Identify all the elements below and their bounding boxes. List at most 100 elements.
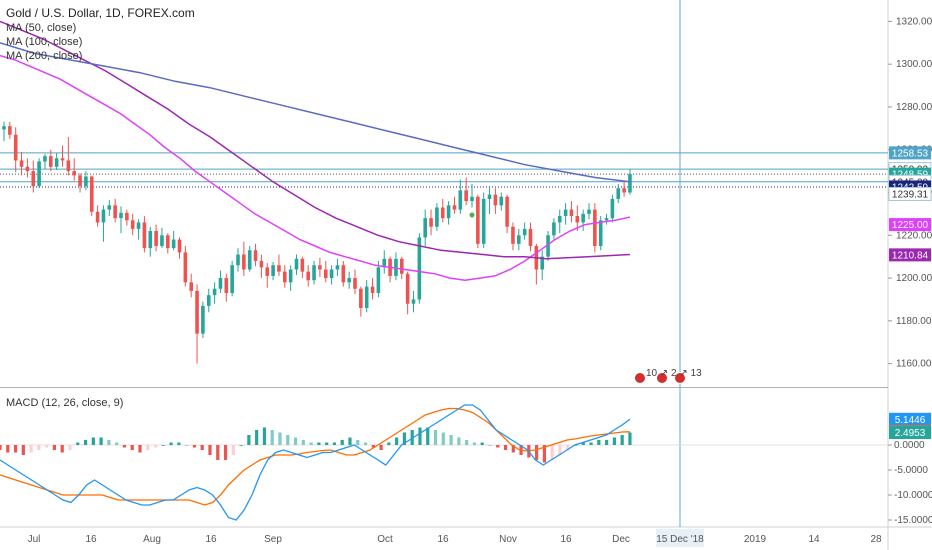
- macd-histogram-bar: [146, 445, 150, 450]
- time-tick-label: Sep: [264, 534, 282, 545]
- candle-body: [511, 226, 515, 244]
- macd-histogram-bar: [247, 435, 251, 445]
- candle-body: [54, 158, 59, 167]
- candle-body: [19, 160, 24, 167]
- candle-body: [499, 196, 504, 206]
- candle-body: [598, 220, 603, 246]
- candle-body: [563, 209, 568, 217]
- candle-body: [581, 213, 585, 223]
- time-tick-label: Aug: [143, 534, 161, 545]
- candle-body: [423, 218, 427, 238]
- candle-body: [25, 166, 30, 172]
- price-tag: 1239.31: [888, 186, 932, 201]
- price-tag-bg: [889, 146, 931, 160]
- price-tag-label: 1225.00: [892, 220, 929, 231]
- macd-histogram-bar: [612, 437, 616, 445]
- ma200-legend[interactable]: MA (200, close): [6, 50, 83, 62]
- candle-body: [569, 209, 574, 217]
- candle-body: [376, 267, 381, 294]
- macd-value-tag: 5.1446: [889, 412, 931, 426]
- candle-body: [347, 278, 351, 283]
- candle-body: [130, 220, 135, 229]
- candle-body: [370, 286, 375, 294]
- candle-body: [528, 228, 533, 246]
- candle-body: [610, 198, 615, 219]
- candle-body: [171, 239, 176, 249]
- price-tick-label: 1220.00: [896, 230, 932, 241]
- time-tick-label: 28: [870, 534, 882, 545]
- candle-body: [136, 222, 141, 229]
- ma50-legend[interactable]: MA (50, close): [6, 22, 77, 34]
- macd-histogram-bar: [278, 432, 282, 445]
- price-tag: 1210.84: [889, 248, 931, 262]
- macd-histogram-bar: [138, 445, 142, 453]
- macd-tick-label: -15.0000: [894, 515, 932, 526]
- macd-line: [0, 404, 631, 521]
- macd-histogram-bar: [332, 442, 337, 445]
- macd-histogram-bar: [270, 430, 274, 445]
- time-tick-label: Nov: [499, 534, 517, 545]
- macd-histogram-bar: [363, 442, 368, 445]
- candle-body: [236, 254, 240, 266]
- macd-histogram-bar: [433, 430, 438, 445]
- macd-legend[interactable]: MACD (12, 26, close, 9): [6, 397, 124, 409]
- macd-histogram-bar: [122, 445, 127, 448]
- candle-body: [148, 231, 153, 249]
- macd-histogram-bar: [107, 440, 111, 445]
- time-tick-label: Dec: [612, 534, 630, 545]
- candle-body: [481, 198, 486, 244]
- candle-body: [628, 174, 632, 193]
- candle-body: [411, 299, 416, 304]
- macd-histogram-bar: [503, 445, 508, 450]
- candle-body: [394, 258, 398, 276]
- macd-histogram-bar: [356, 440, 360, 445]
- macd-histogram-bar: [496, 445, 500, 448]
- candle-body: [101, 209, 106, 223]
- candle-body: [60, 158, 65, 161]
- candle-body: [318, 265, 322, 270]
- macd-tick-label: -10.0000: [894, 490, 932, 501]
- candle-body: [212, 288, 217, 296]
- time-tick-label: 14: [808, 534, 820, 545]
- macd-histogram-bar: [99, 437, 103, 445]
- candle-body: [382, 258, 387, 268]
- macd-histogram-bar: [91, 437, 95, 445]
- macd-tag-label: 5.1446: [895, 415, 926, 426]
- candle-body: [2, 126, 6, 130]
- candle-body: [13, 134, 18, 161]
- candle-body: [622, 188, 626, 193]
- candle-body: [183, 252, 188, 283]
- macd-histogram-bar: [449, 435, 453, 445]
- macd-histogram-bar: [309, 442, 313, 445]
- macd-histogram-bar: [185, 445, 189, 446]
- macd-histogram-bar: [597, 440, 601, 445]
- ma-line-50: [0, 54, 631, 281]
- candle-body: [364, 286, 369, 308]
- macd-histogram-bar: [60, 445, 64, 453]
- candle-body: [189, 282, 193, 291]
- candle-body: [557, 216, 562, 223]
- candle-body: [49, 156, 53, 167]
- candle-body: [277, 265, 281, 272]
- macd-histogram-bar: [21, 445, 25, 455]
- event-flag-icon: [656, 372, 668, 384]
- candle-body: [341, 265, 346, 283]
- event-counter: 10 ↗ 2 ↗ 13: [646, 368, 702, 379]
- candle-body: [405, 273, 410, 304]
- candle-body: [452, 205, 457, 210]
- price-tag-bg: [889, 218, 931, 232]
- macd-histogram-bar: [231, 445, 235, 455]
- candle-body: [546, 235, 550, 257]
- macd-histogram-bar: [402, 432, 407, 445]
- candle-body: [31, 171, 36, 187]
- macd-signal-line: [0, 407, 630, 506]
- candle-body: [288, 269, 293, 283]
- candle-body: [458, 190, 463, 210]
- macd-histogram-bar: [153, 445, 158, 448]
- macd-histogram-bar: [115, 442, 119, 445]
- event-flag-icon: [634, 372, 646, 384]
- ma100-legend[interactable]: MA (100, close): [6, 36, 83, 48]
- macd-histogram-bar: [0, 445, 2, 450]
